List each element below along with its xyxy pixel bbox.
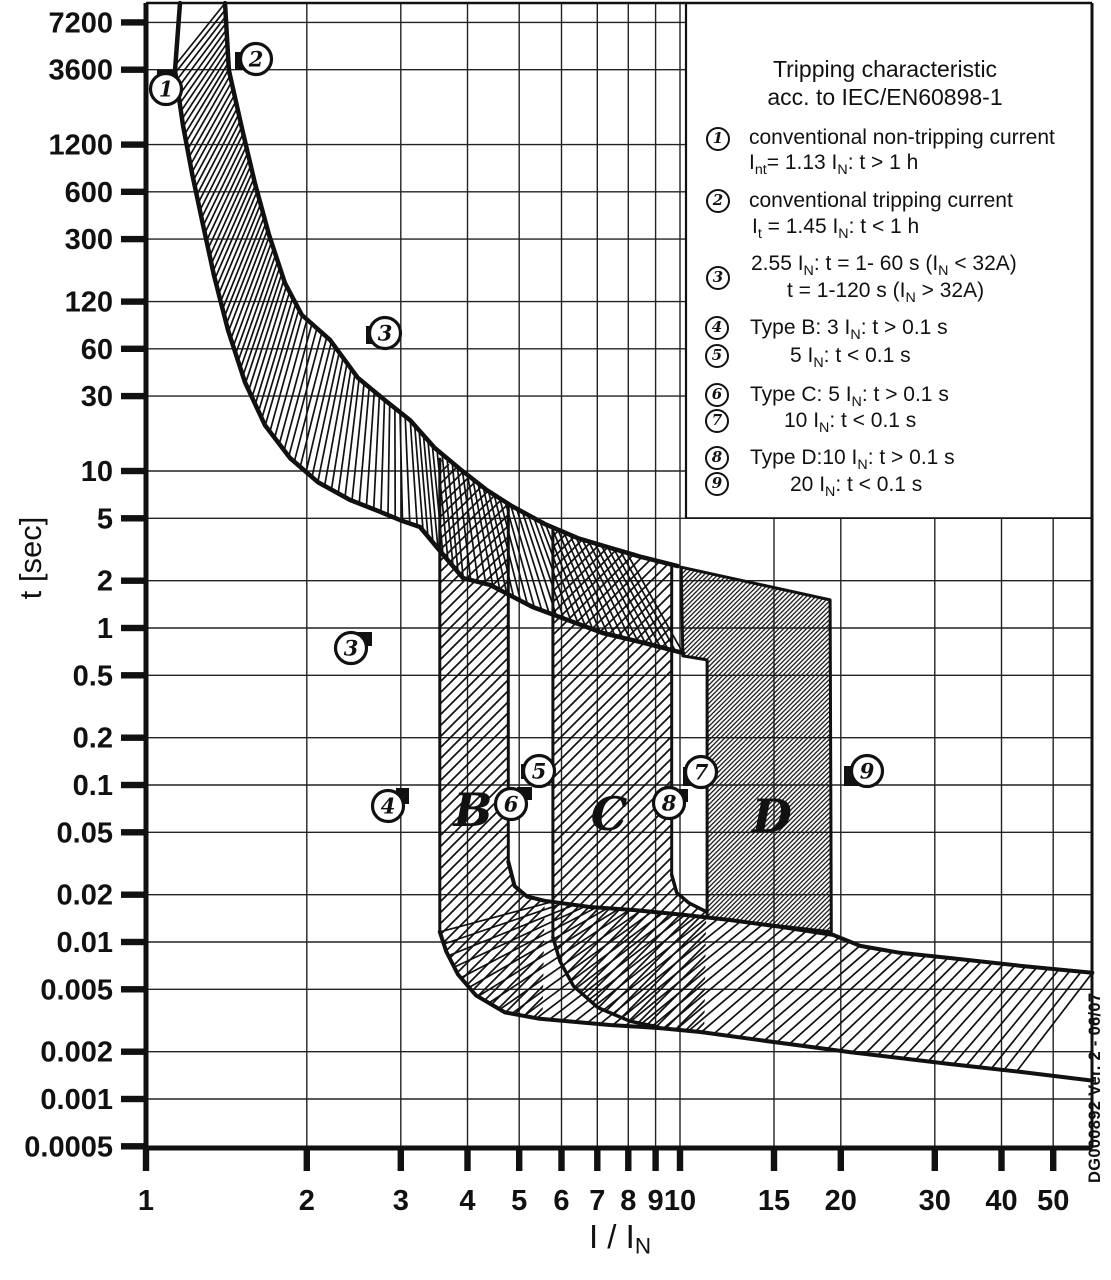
svg-text:7: 7: [589, 1185, 605, 1217]
marker-circle-2: [238, 41, 274, 77]
marker-circle-6: [493, 786, 529, 822]
svg-text:3: 3: [393, 1185, 409, 1217]
svg-text:5: 5: [511, 1185, 527, 1217]
band-d-region: [681, 567, 832, 932]
svg-text:1: 1: [138, 1185, 154, 1217]
svg-text:8: 8: [620, 1185, 636, 1217]
svg-text:0.0005: 0.0005: [24, 1131, 113, 1163]
lower-band-bottom: [437, 929, 1095, 1083]
svg-text:9: 9: [860, 759, 875, 784]
marker-circle-9: [849, 753, 885, 789]
svg-text:0.005: 0.005: [40, 974, 113, 1006]
svg-text:3: 3: [378, 321, 393, 346]
svg-text:60: 60: [81, 334, 113, 366]
svg-text:0.001: 0.001: [40, 1084, 113, 1116]
marker-circle-3: [367, 315, 403, 351]
svg-text:2: 2: [97, 566, 113, 598]
svg-text:40: 40: [985, 1185, 1017, 1217]
thermal-lower-curve: [172, 0, 686, 656]
svg-text:0.2: 0.2: [73, 723, 113, 755]
svg-text:1: 1: [97, 613, 113, 645]
marker-circle-7: [683, 754, 719, 790]
y-axis-line: [143, 3, 149, 1151]
x-axis-line: [143, 1145, 1093, 1151]
svg-text:8: 8: [661, 791, 677, 816]
band-b-region: [439, 459, 545, 1019]
svg-text:30: 30: [919, 1185, 951, 1217]
svg-text:4: 4: [459, 1185, 475, 1217]
svg-text:30: 30: [81, 381, 113, 413]
band-boundaries: [172, 0, 1095, 1083]
svg-text:1: 1: [159, 77, 174, 102]
svg-text:3600: 3600: [48, 55, 113, 87]
thermal-upper-curve: [222, 0, 680, 569]
svg-text:4: 4: [381, 794, 396, 819]
svg-text:6: 6: [553, 1185, 569, 1217]
svg-text:2: 2: [299, 1185, 315, 1217]
svg-text:10: 10: [81, 456, 113, 488]
svg-text:120: 120: [65, 287, 113, 319]
band-d-outline: [679, 565, 833, 934]
thermal-band-hatch: [174, 2, 684, 654]
marker-circle-1: [148, 71, 184, 107]
svg-text:20: 20: [825, 1185, 857, 1217]
svg-text:300: 300: [65, 224, 113, 256]
svg-text:15: 15: [758, 1185, 790, 1217]
svg-text:5: 5: [97, 503, 113, 535]
svg-text:600: 600: [65, 177, 113, 209]
svg-text:9: 9: [648, 1185, 664, 1217]
marker-circle-4: [370, 788, 406, 824]
svg-text:10: 10: [664, 1185, 696, 1217]
svg-text:0.002: 0.002: [40, 1037, 113, 1069]
axes: [143, 1, 1094, 1151]
marker-circle-5: [521, 753, 557, 789]
svg-text:7200: 7200: [48, 7, 113, 39]
svg-text:0.05: 0.05: [57, 817, 113, 849]
svg-text:3: 3: [344, 636, 359, 661]
tick-marks: [121, 19, 1057, 1171]
svg-text:6: 6: [504, 792, 519, 817]
svg-text:0.5: 0.5: [73, 660, 113, 692]
legend-box: [686, 3, 1092, 518]
instantaneous-band-hatch: [439, 900, 1093, 1073]
svg-text:0.1: 0.1: [73, 770, 113, 802]
svg-text:7: 7: [694, 760, 709, 785]
svg-text:2: 2: [248, 47, 264, 72]
tick-labels: 7200360012006003001206030105210.50.20.10…: [24, 7, 1069, 1217]
svg-text:5: 5: [532, 759, 547, 784]
marker-circle-3: [333, 630, 369, 666]
svg-text:0.01: 0.01: [57, 927, 113, 959]
edge-c_outer: [551, 935, 660, 1029]
marker-circle-8: [651, 785, 687, 821]
edge-c_inner: [669, 873, 709, 914]
svg-text:1200: 1200: [48, 130, 113, 162]
svg-text:50: 50: [1037, 1185, 1069, 1217]
svg-text:0.02: 0.02: [57, 880, 113, 912]
